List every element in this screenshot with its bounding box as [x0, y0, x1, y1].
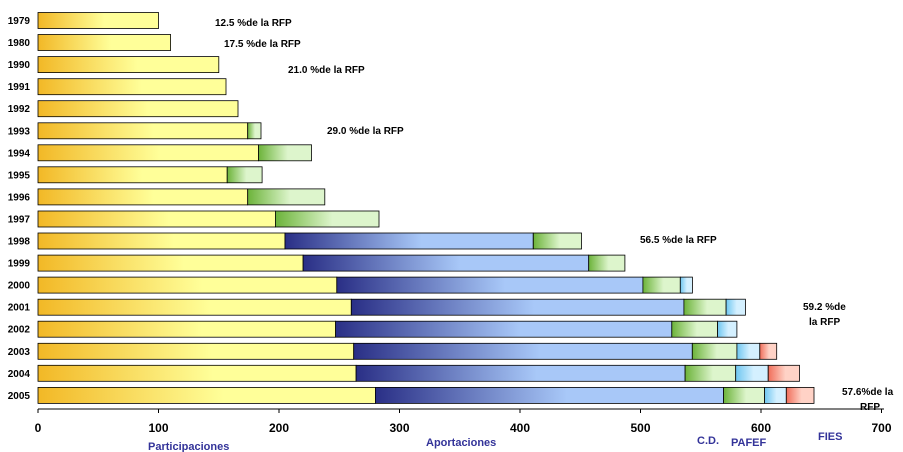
bar-fies-2004 [767, 364, 800, 382]
bar-cd-1999 [588, 254, 626, 272]
bar-participaciones-2002 [37, 320, 337, 338]
bar-participaciones-1992 [37, 100, 239, 118]
annotations: 12.5 %de la RFP 17.5 %de la RFP 21.0 %de l… [215, 18, 894, 413]
category-label-aportaciones: Aportaciones [426, 437, 496, 449]
annotation-rfp-share-line2: RFP [860, 402, 880, 413]
bar-aportaciones-2001 [350, 298, 685, 316]
x-tick-label-200: 200 [269, 421, 289, 435]
category-label-participaciones: Participaciones [148, 441, 229, 452]
bar-participaciones-1979 [37, 12, 159, 29]
y-tick-labels: 1979 1980 1990 1991 1992 1993 1994 1995 1996 1997… [8, 16, 31, 402]
y-tick-label-2003: 2003 [8, 347, 31, 358]
category-label-cd: C.D. [697, 435, 719, 447]
bar-aportaciones-1999 [302, 254, 590, 272]
bar-aportaciones-2003 [353, 342, 693, 360]
bar-pafef-2000 [679, 276, 693, 294]
bar-participaciones-1998 [37, 232, 286, 250]
x-tick-label-500: 500 [630, 421, 650, 435]
bars-group [37, 12, 815, 404]
x-tick-label-300: 300 [389, 421, 409, 435]
y-tick-label-1997: 1997 [8, 214, 31, 225]
category-label-fies: FIES [818, 431, 842, 443]
bar-participaciones-1994 [37, 144, 259, 162]
bar-cd-1995 [226, 166, 263, 184]
bar-cd-1997 [274, 210, 380, 228]
y-tick-label-2002: 2002 [8, 325, 31, 336]
bar-participaciones-1999 [37, 254, 304, 272]
annotation-rfp-share: 59.2 %de [803, 302, 846, 313]
annotation-rfp-share: 56.5 %de la RFP [640, 235, 717, 246]
y-tick-label-1998: 1998 [8, 237, 31, 248]
bar-cd-2005 [723, 386, 765, 404]
annotation-rfp-share: 21.0 %de la RFP [288, 65, 365, 76]
bar-participaciones-2005 [37, 386, 376, 404]
y-tick-label-1996: 1996 [8, 192, 31, 203]
bar-participaciones-2000 [37, 276, 338, 294]
x-axis [37, 408, 884, 413]
bar-cd-2003 [691, 342, 738, 360]
bar-participaciones-1980 [37, 34, 172, 51]
bar-fies-2003 [759, 342, 778, 360]
bar-participaciones-1990 [37, 56, 220, 73]
bar-pafef-2003 [736, 342, 761, 360]
annotation-rfp-share: 17.5 %de la RFP [224, 39, 301, 50]
bar-aportaciones-2002 [335, 320, 673, 338]
bar-cd-2000 [642, 276, 681, 294]
bar-aportaciones-1998 [284, 232, 534, 250]
x-tick-label-0: 0 [35, 421, 42, 435]
bar-pafef-2004 [735, 364, 769, 382]
y-tick-label-1990: 1990 [8, 60, 31, 71]
y-tick-label-1993: 1993 [8, 126, 31, 137]
y-tick-label-1999: 1999 [8, 259, 31, 270]
bar-aportaciones-2005 [374, 386, 725, 404]
category-label-pafef: PAFEF [731, 437, 767, 449]
x-tick-label-400: 400 [510, 421, 530, 435]
bar-participaciones-1993 [37, 122, 249, 140]
bar-participaciones-1997 [37, 210, 276, 228]
bar-participaciones-2004 [37, 364, 357, 382]
y-tick-label-1994: 1994 [8, 148, 31, 159]
y-tick-label-1995: 1995 [8, 170, 31, 181]
bar-aportaciones-2000 [336, 276, 644, 294]
bar-participaciones-1996 [37, 188, 249, 206]
bar-aportaciones-2004 [355, 364, 686, 382]
bar-pafef-2001 [725, 298, 746, 316]
y-tick-label-1991: 1991 [8, 82, 31, 93]
bar-pafef-2002 [717, 320, 738, 338]
y-tick-label-1979: 1979 [8, 16, 31, 27]
y-tick-label-1980: 1980 [8, 38, 31, 49]
y-tick-label-2005: 2005 [8, 391, 31, 402]
annotation-rfp-share: 57.6%de la [842, 387, 894, 398]
y-tick-label-2004: 2004 [8, 369, 31, 380]
bar-cd-2004 [684, 364, 737, 382]
bar-cd-2001 [683, 298, 727, 316]
bar-cd-1996 [247, 188, 326, 206]
annotation-rfp-share-line2: la RFP [809, 317, 840, 328]
annotation-rfp-share: 12.5 %de la RFP [215, 18, 292, 29]
bar-cd-1993 [247, 122, 262, 140]
series-category-labels: Participaciones Aportaciones C.D. PAFEF FIES [148, 431, 842, 452]
bar-cd-1994 [258, 144, 312, 162]
bar-cd-2002 [671, 320, 718, 338]
y-tick-label-2000: 2000 [8, 281, 31, 292]
x-tick-label-700: 700 [871, 421, 891, 435]
bar-cd-1998 [532, 232, 582, 250]
y-tick-label-2001: 2001 [8, 303, 31, 314]
x-tick-label-600: 600 [751, 421, 771, 435]
bar-participaciones-1995 [37, 166, 228, 184]
x-tick-label-100: 100 [148, 421, 168, 435]
bar-participaciones-2001 [37, 298, 352, 316]
x-tick-labels: 0 100 200 300 400 500 600 700 [35, 421, 892, 435]
bar-participaciones-2003 [37, 342, 355, 360]
bar-participaciones-1991 [37, 78, 227, 96]
bar-fies-2005 [785, 386, 815, 404]
y-tick-label-1992: 1992 [8, 104, 31, 115]
bar-pafef-2005 [764, 386, 787, 404]
annotation-rfp-share: 29.0 %de la RFP [327, 126, 404, 137]
